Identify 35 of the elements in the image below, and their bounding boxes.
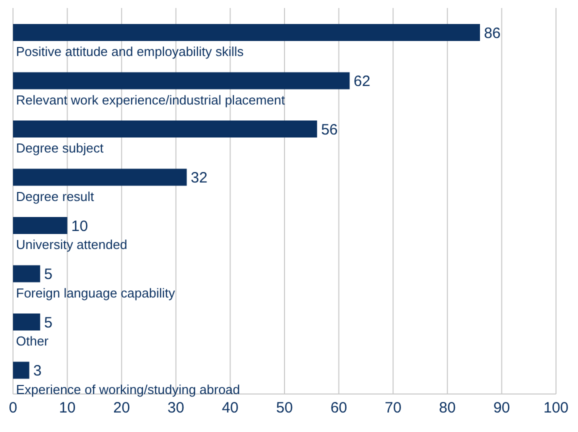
y-tick-label: University attended xyxy=(16,237,128,252)
data-label: 62 xyxy=(354,73,370,90)
data-label: 5 xyxy=(44,266,52,284)
x-tick-label: 40 xyxy=(222,400,239,417)
x-tick-label: 30 xyxy=(168,400,184,417)
x-tick-label: 0 xyxy=(8,400,18,417)
x-tick-label: 90 xyxy=(493,400,510,417)
y-tick-label: Other xyxy=(16,334,50,348)
bar xyxy=(13,72,350,90)
x-tick-label: 80 xyxy=(439,400,456,417)
bar xyxy=(13,120,318,138)
x-tick-label: 60 xyxy=(330,400,348,417)
bar xyxy=(13,362,30,379)
data-label: 10 xyxy=(71,218,88,235)
bar xyxy=(13,314,40,330)
y-tick-label: Relevant work experience/industrial placement xyxy=(16,92,286,108)
data-label: 3 xyxy=(33,362,42,380)
x-tick-label: 50 xyxy=(276,400,293,417)
data-label: 86 xyxy=(484,24,501,42)
y-tick-label: Experience of working/studying abroad xyxy=(16,382,240,397)
y-tick-label: Positive attitude and employability skills xyxy=(16,44,244,59)
x-tick-label: 70 xyxy=(384,400,402,417)
bar xyxy=(13,168,187,186)
y-tick-label: Degree subject xyxy=(16,140,104,156)
x-tick-label: 10 xyxy=(58,400,76,417)
x-tick-label: 20 xyxy=(113,400,130,417)
bar xyxy=(13,24,480,41)
data-label: 32 xyxy=(190,170,208,187)
bar xyxy=(13,265,40,282)
data-label: 5 xyxy=(44,314,52,332)
y-tick-label: Degree result xyxy=(16,188,94,204)
y-tick-label: Foreign language capability xyxy=(16,285,176,300)
bar xyxy=(13,217,68,234)
x-tick-label: 100 xyxy=(543,400,569,417)
data-label: 56 xyxy=(321,121,338,138)
